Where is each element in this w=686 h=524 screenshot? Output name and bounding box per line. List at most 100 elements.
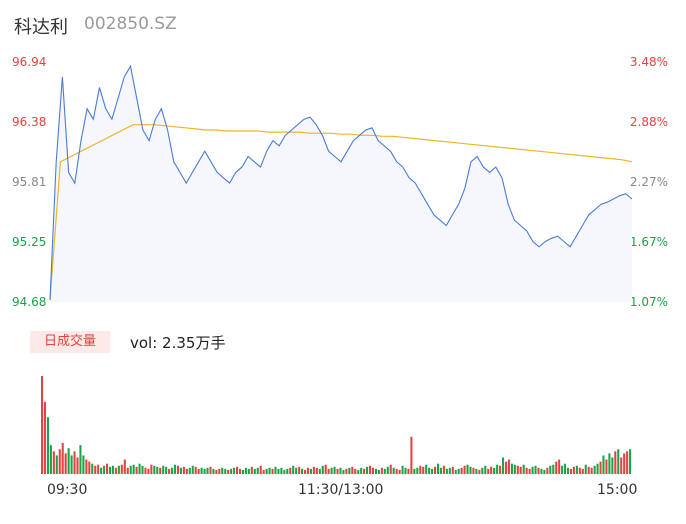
volume-bar	[244, 467, 247, 474]
volume-bar	[100, 467, 103, 474]
y-tick-label-1: 96.38	[12, 115, 47, 129]
time-label-open: 09:30	[47, 482, 88, 498]
volume-bar	[605, 459, 608, 474]
volume-bar	[584, 464, 587, 474]
volume-bar	[578, 467, 581, 474]
volume-bar	[534, 465, 537, 474]
volume-bar	[58, 449, 61, 474]
volume-bar	[144, 467, 147, 474]
volume-bar	[496, 464, 499, 474]
volume-bar	[168, 468, 171, 474]
volume-bar	[218, 468, 221, 474]
volume-bar	[73, 451, 76, 474]
volume-bar	[111, 465, 114, 474]
pct-tick-label-0: 3.48%	[629, 55, 668, 69]
volume-bar	[629, 449, 632, 474]
volume-bar	[171, 467, 174, 474]
volume-bar	[555, 461, 558, 474]
volume-bar	[587, 466, 590, 474]
volume-bar	[392, 467, 395, 474]
volume-bar	[41, 376, 44, 474]
volume-bar	[333, 466, 336, 474]
volume-bar	[103, 465, 106, 474]
volume-bar	[436, 463, 440, 474]
volume-bar	[490, 466, 493, 474]
volume-bar	[561, 465, 564, 474]
volume-bar	[439, 467, 442, 474]
volume-bar	[620, 457, 623, 474]
volume-bar	[552, 464, 555, 474]
volume-bar	[351, 466, 354, 474]
volume-bar	[330, 467, 333, 474]
volume-bar	[507, 459, 510, 474]
volume-bar	[253, 468, 256, 474]
volume-bar	[135, 466, 138, 474]
volume-bar	[309, 468, 312, 474]
volume-bar	[230, 468, 233, 474]
volume-bar	[138, 463, 141, 474]
volume-bar	[519, 466, 522, 474]
volume-bar	[546, 467, 549, 474]
volume-bar	[49, 445, 52, 474]
avg-price-line	[49, 124, 633, 300]
volume-bar	[238, 468, 242, 474]
volume-bar	[197, 468, 200, 474]
volume-bar	[141, 465, 144, 474]
volume-bar	[528, 468, 531, 474]
volume-bar	[611, 457, 614, 474]
volume-bar	[108, 466, 112, 474]
volume-bar	[516, 465, 519, 474]
volume-bar	[200, 467, 203, 474]
volume-bar	[428, 467, 431, 474]
volume-bar	[602, 455, 605, 474]
volume-bar	[203, 468, 206, 474]
volume-bar	[614, 451, 617, 474]
volume-bar	[224, 468, 227, 474]
volume-bar	[295, 467, 298, 474]
volume-bar	[67, 448, 70, 474]
volume-bar	[572, 466, 575, 474]
volume-bar	[156, 466, 159, 474]
volume-bar	[354, 468, 357, 474]
volume-bar	[132, 464, 135, 474]
pct-tick-label-2: 2.27%	[629, 175, 668, 189]
volume-bar	[339, 467, 342, 474]
volume-bar	[357, 469, 360, 474]
volume-bar	[123, 459, 126, 474]
pct-tick-label-3: 1.67%	[629, 235, 668, 249]
volume-tag: 日成交量	[30, 331, 110, 353]
volume-bar	[599, 461, 602, 474]
volume-bar	[283, 469, 286, 474]
volume-bar	[262, 469, 265, 474]
volume-bar	[593, 465, 596, 474]
volume-bar	[416, 467, 419, 474]
volume-bar	[442, 465, 445, 474]
volume-bars	[41, 376, 632, 474]
volume-bar	[321, 465, 324, 474]
volume-bar	[549, 465, 552, 474]
volume-bar	[209, 466, 212, 474]
price-line	[49, 64, 633, 300]
volume-bar	[46, 417, 49, 474]
volume-bar	[469, 466, 472, 474]
volume-bar	[478, 469, 481, 474]
y-tick-label-4: 94.68	[12, 295, 47, 309]
volume-bar	[336, 468, 339, 474]
volume-bar	[369, 465, 372, 474]
volume-bar	[504, 461, 508, 474]
volume-bar	[510, 463, 513, 474]
volume-bar	[179, 467, 182, 474]
volume-bar	[596, 463, 599, 474]
volume-bar	[61, 443, 64, 474]
time-label-close: 15:00	[597, 482, 638, 498]
volume-bar	[531, 466, 534, 474]
volume-bar	[206, 467, 209, 474]
volume-bar	[608, 453, 611, 474]
volume-bar	[82, 455, 85, 474]
volume-bar	[484, 465, 487, 474]
volume-bar	[247, 468, 250, 474]
volume-bar	[425, 464, 428, 474]
volume-bar	[126, 467, 129, 474]
volume-bar	[289, 467, 292, 474]
volume-bar	[398, 469, 401, 474]
